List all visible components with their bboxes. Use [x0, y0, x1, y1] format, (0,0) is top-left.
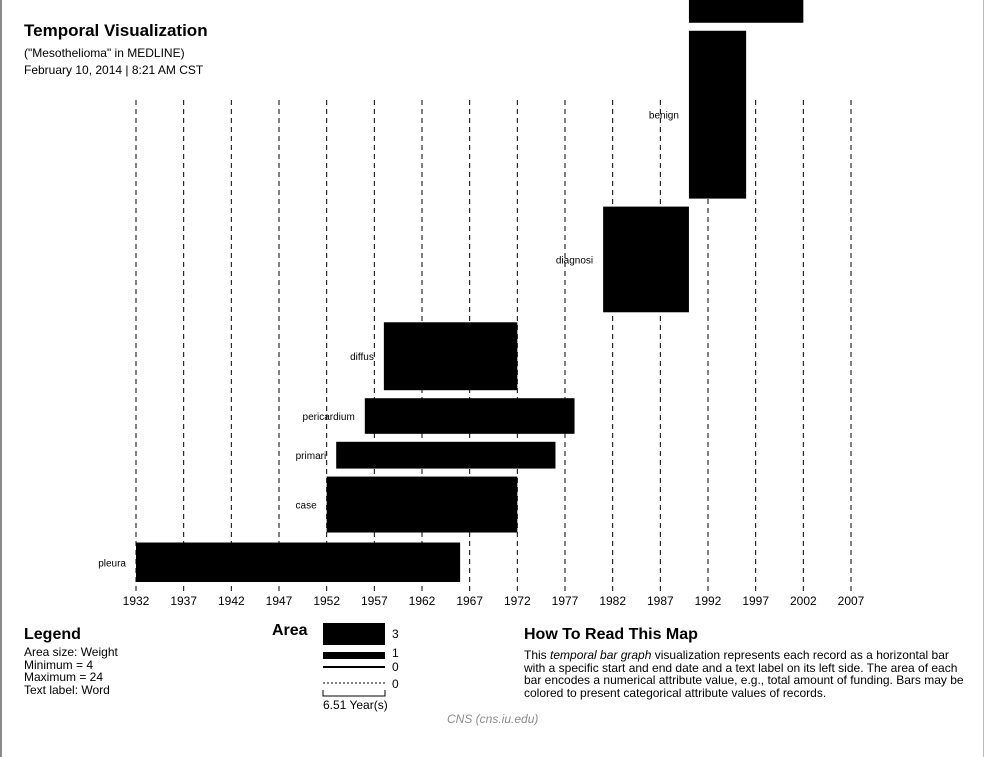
bar-diagnosi: [603, 206, 689, 313]
x-tick-label: 1942: [218, 594, 245, 608]
left-border: [0, 0, 2, 757]
area-key-value: 3: [392, 627, 399, 641]
bar-cystic: [688, 0, 804, 23]
credit: CNS (cns.iu.edu): [447, 712, 539, 726]
bar-label: pleura: [98, 558, 126, 569]
legend-title: Legend: [24, 626, 81, 643]
x-tick-label: 1947: [266, 594, 293, 608]
page-title: Temporal Visualization: [24, 21, 208, 40]
scale-bracket: [322, 690, 386, 697]
legend: Legend Area size: Weight Minimum = 4 Max…: [24, 626, 118, 696]
area-key-value: 0: [392, 677, 399, 691]
x-tick-label: 1932: [123, 594, 150, 608]
bar-label: primari: [296, 451, 327, 462]
x-tick-label: 1972: [504, 594, 531, 608]
legend-line: Text label: Word: [24, 682, 110, 697]
scale-label: 6.51 Year(s): [323, 698, 388, 712]
x-tick-label: 1987: [647, 594, 674, 608]
x-tick-label: 1982: [599, 594, 626, 608]
bar-pleura: [136, 542, 461, 582]
how-to-read-title: How To Read This Map: [524, 626, 698, 643]
dataset-subtitle: ("Mesothelioma" in MEDLINE): [24, 46, 185, 60]
how-to-read-text: This temporal bar graph visualization re…: [524, 648, 964, 700]
emphasis: temporal bar graph: [550, 648, 652, 662]
x-tick-label: 1977: [552, 594, 579, 608]
x-tick-label: 1997: [742, 594, 769, 608]
x-tick-label: 2007: [838, 594, 865, 608]
bar-label: pericardium: [303, 412, 355, 423]
bar-label: diagnosi: [556, 255, 593, 266]
area-key-sample: [323, 666, 385, 668]
legend-line: Area size: Weight: [24, 645, 118, 659]
bar-labels: pleura case primari pericardium diffus diagno…: [98, 111, 679, 570]
legend-line: Minimum = 4: [24, 657, 94, 672]
x-tick-label: 1952: [313, 594, 340, 608]
bar-label: case: [296, 501, 318, 512]
bar-label: diffus: [350, 352, 374, 363]
x-tick-label: 1992: [695, 594, 722, 608]
bar-primari: [336, 441, 556, 469]
x-tick-label: 1957: [361, 594, 388, 608]
area-key-title: Area: [272, 622, 308, 639]
x-tick-label: 1962: [409, 594, 436, 608]
x-tick-label: 1967: [456, 594, 483, 608]
area-key-sample: [323, 623, 385, 645]
bar-pericardium: [364, 398, 575, 434]
datestamp: February 10, 2014 | 8:21 AM CST: [24, 63, 204, 77]
bars: [136, 0, 804, 582]
bar-diffus: [383, 322, 518, 391]
bar-case: [326, 476, 518, 533]
area-key-sample: [323, 652, 385, 659]
legend-line: Maximum = 24: [24, 670, 104, 684]
x-tick-label: 1937: [170, 594, 197, 608]
area-key-value: 1: [392, 646, 399, 660]
how-to-read: How To Read This Map This temporal bar g…: [524, 626, 964, 699]
bar-benign: [688, 30, 747, 199]
area-key-value: 0: [392, 660, 399, 674]
x-axis-ticks: 1932 1937 1942 1947 1952 1957 1962 1967 1972 1977…: [123, 594, 865, 608]
x-tick-label: 2002: [790, 594, 817, 608]
bar-label: benign: [649, 111, 679, 122]
